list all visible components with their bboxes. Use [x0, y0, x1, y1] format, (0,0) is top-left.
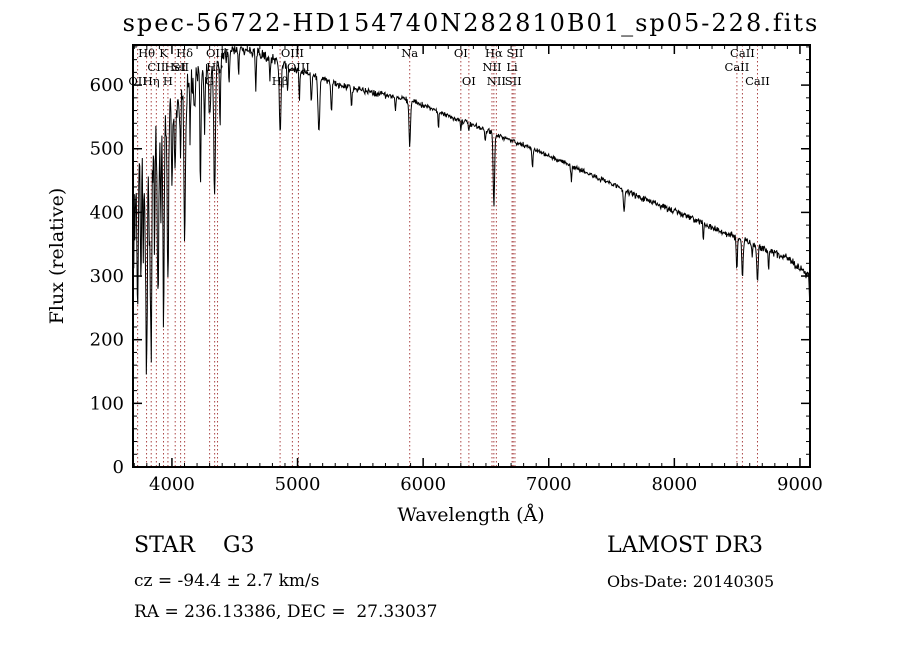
y-tick-label: 0	[113, 457, 124, 478]
y-tick-label: 100	[90, 393, 124, 414]
survey-release-label: LAMOST DR3	[607, 533, 763, 558]
x-tick-label: 7000	[526, 474, 572, 495]
spectral-line-label: CII	[147, 60, 165, 74]
x-tick-label: 5000	[275, 474, 321, 495]
spectral-line-label: Li	[506, 60, 518, 74]
spectral-line-label: H	[163, 74, 173, 88]
y-tick-label: 300	[90, 266, 124, 287]
spectral-line-label: Hδ	[176, 46, 193, 60]
spectral-line-label: Hγ	[206, 60, 223, 74]
obs-date-label: Obs-Date: 20140305	[607, 572, 775, 591]
x-tick-label: 9000	[777, 474, 823, 495]
spectral-line-label: CaII	[725, 60, 750, 74]
spectral-line-label: OI	[462, 74, 476, 88]
y-tick-label: 200	[90, 330, 124, 351]
object-class-label: STAR G3	[134, 533, 255, 558]
x-tick-label: 4000	[149, 474, 195, 495]
spectrum-path	[132, 46, 811, 375]
ra-dec-label: RA = 236.13386, DEC = 27.33037	[134, 602, 438, 622]
y-tick-label: 600	[90, 75, 124, 96]
y-tick-label: 500	[90, 139, 124, 160]
spectral-line-label: CaII	[745, 74, 770, 88]
spectral-line-label: G	[205, 74, 214, 88]
x-tick-label: 8000	[651, 474, 697, 495]
spectral-line-label: Hη	[143, 74, 160, 88]
spectral-line-label: OIII	[281, 46, 304, 60]
plot-frame	[132, 44, 811, 468]
spectral-line-label: NII	[487, 74, 506, 88]
spectral-line-label: Hβ	[272, 74, 289, 88]
spectral-line-label: CaII	[730, 46, 755, 60]
x-tick-label: 6000	[400, 474, 446, 495]
spectrum-trace	[132, 46, 811, 375]
axes: 4000 5000 6000 7000 8000 9000 0 100 200 300 400 500…	[90, 44, 823, 495]
x-axis-label: Wavelength (Å)	[397, 504, 544, 526]
spectral-line-label: Na	[401, 46, 418, 60]
spectral-line-label: HeI	[165, 60, 186, 74]
spectral-line-label: OI	[454, 46, 468, 60]
spectral-line-label: Hα	[485, 46, 503, 60]
spectral-line-label: SII	[505, 74, 522, 88]
spectral-line-label: OIII	[206, 46, 229, 60]
y-axis-label: Flux (relative)	[46, 188, 68, 325]
spectral-line-label: OII	[128, 74, 147, 88]
radial-velocity-label: cz = -94.4 ± 2.7 km/s	[134, 571, 320, 591]
spectral-line-markers	[137, 45, 758, 467]
spectral-line-label: NII	[482, 60, 501, 74]
spectral-line-label: OIII	[287, 60, 310, 74]
spectral-line-label: K	[159, 46, 168, 60]
chart-title: spec-56722-HD154740N282810B01_sp05-228.f…	[123, 9, 820, 37]
spectral-line-label: SII	[506, 46, 523, 60]
spectral-line-label: SII	[172, 60, 189, 74]
spectral-line-label: Hθ	[138, 46, 155, 60]
y-tick-label: 400	[90, 202, 124, 223]
